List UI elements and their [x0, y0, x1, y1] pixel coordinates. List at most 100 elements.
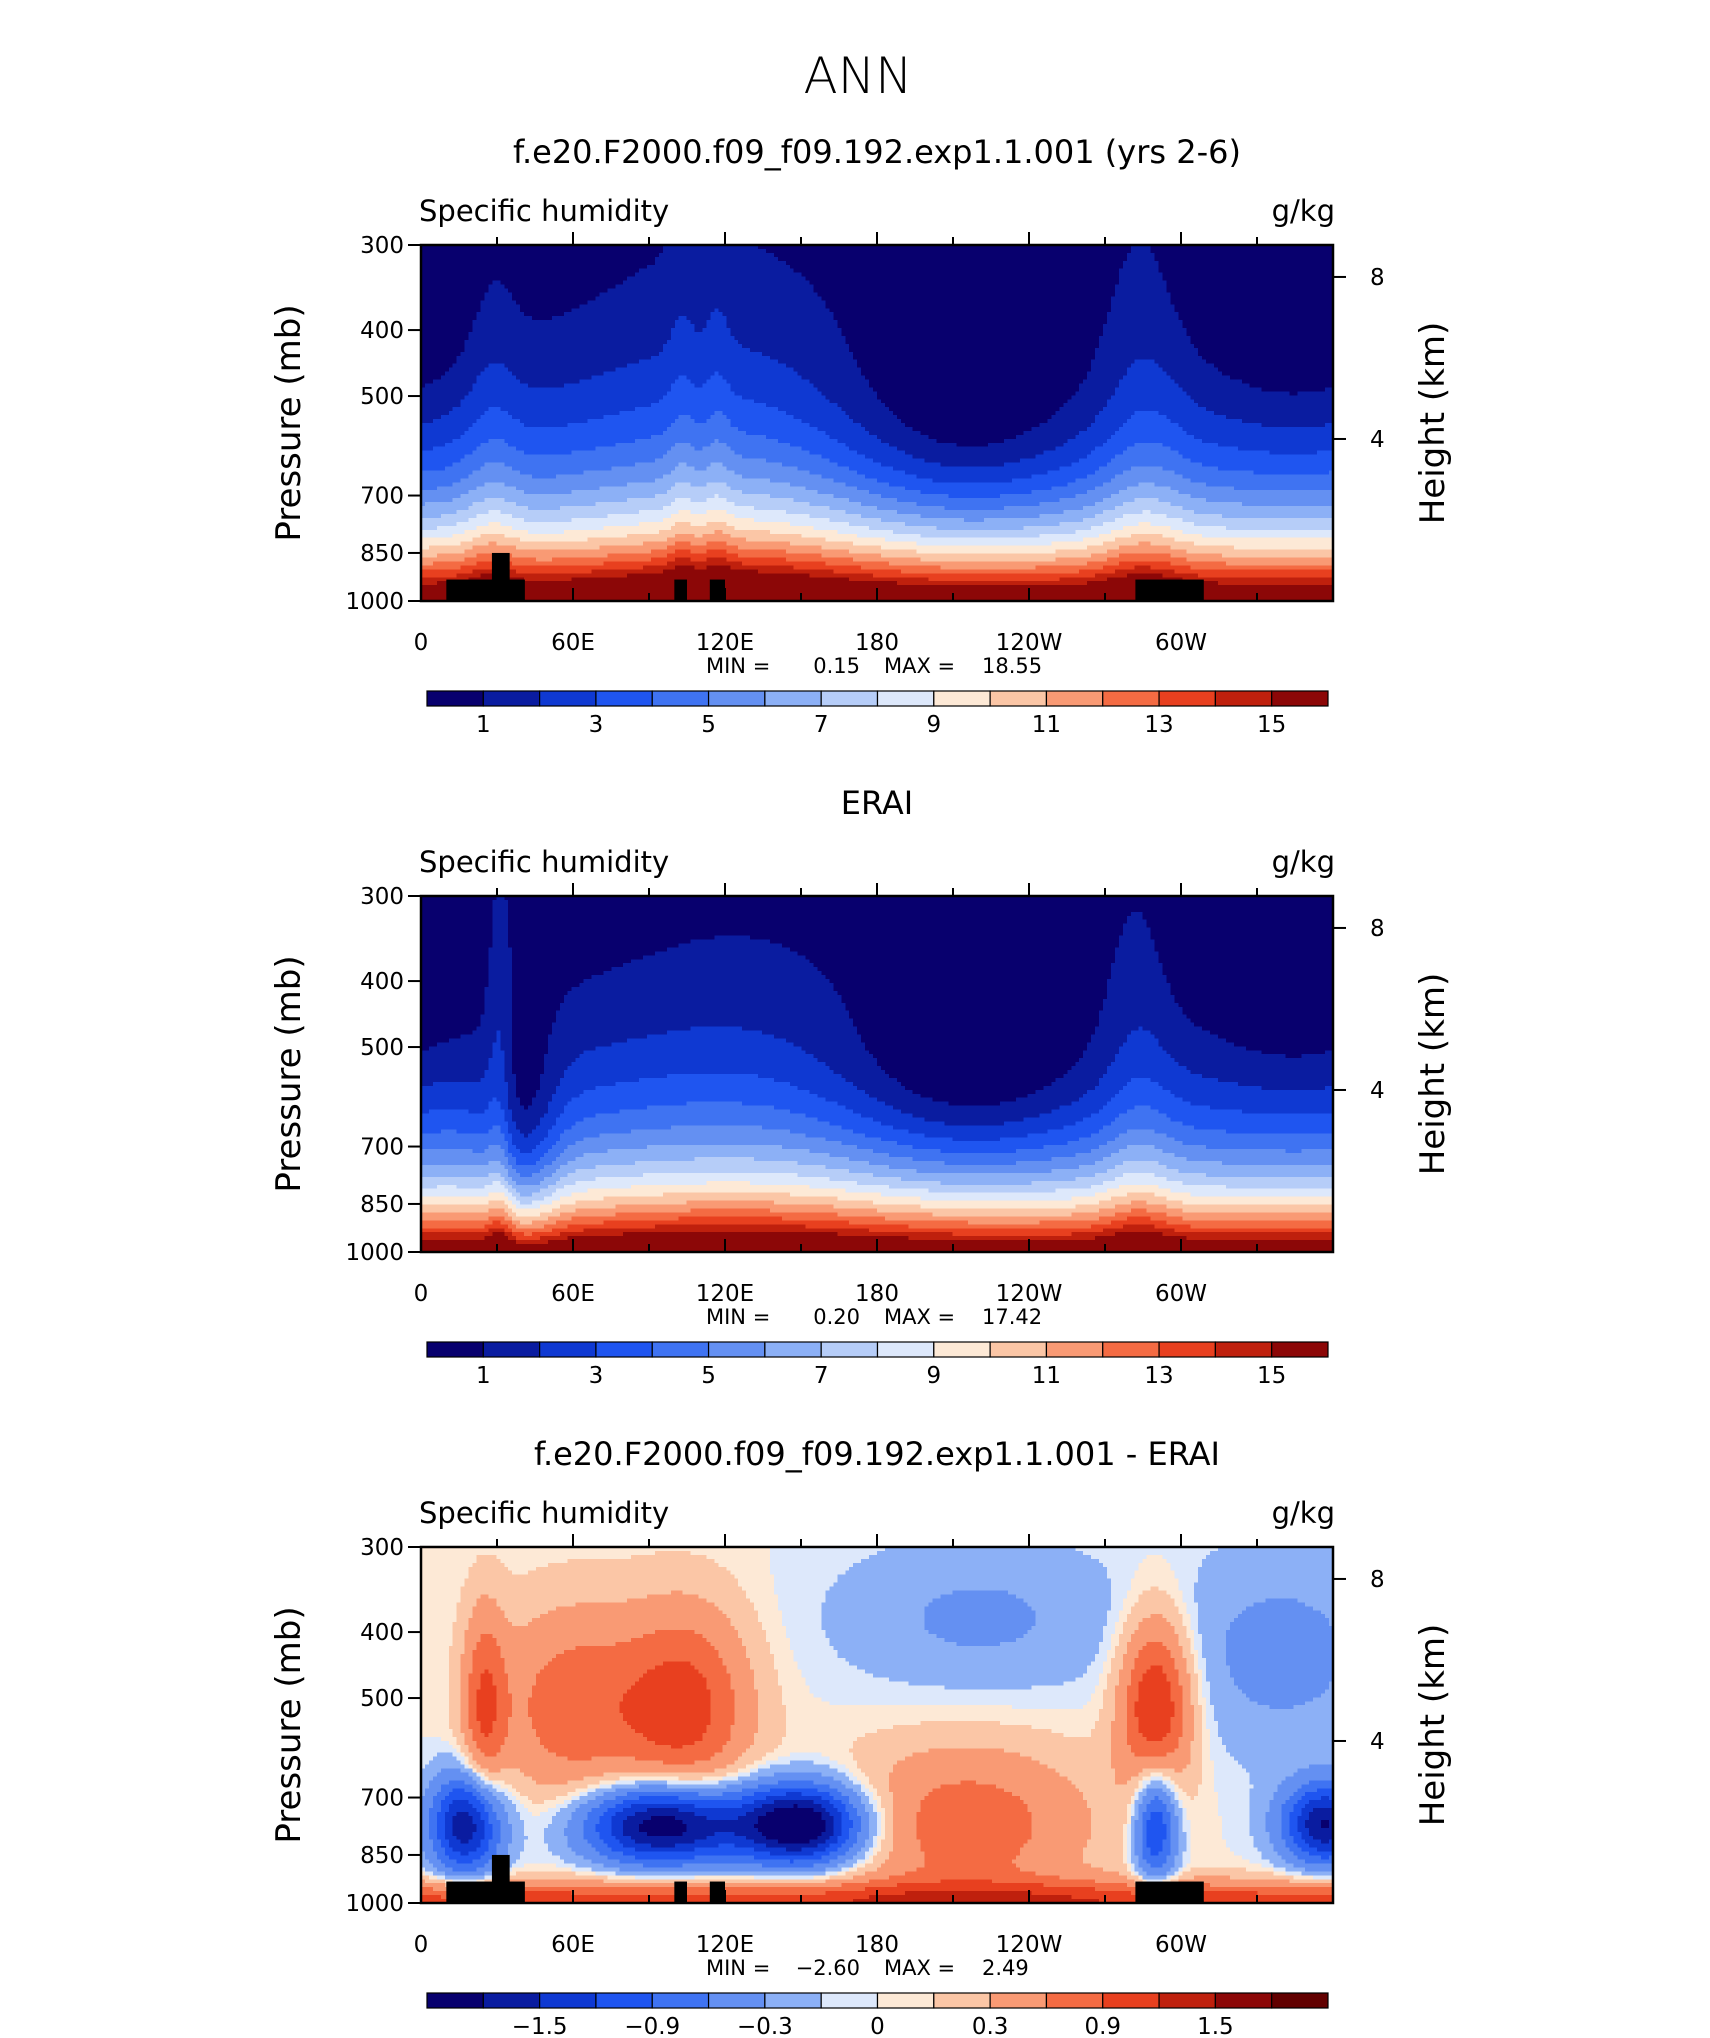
contour-cell — [956, 249, 961, 254]
contour-cell — [1115, 273, 1120, 278]
contour-cell — [433, 249, 438, 254]
contour-cell — [707, 269, 712, 274]
contour-cell — [1071, 257, 1076, 262]
contour-cell — [1095, 269, 1100, 274]
contour-cell — [496, 253, 501, 258]
contour-cell — [1250, 257, 1255, 262]
contour-cell — [1131, 249, 1136, 254]
contour-cell — [1277, 249, 1282, 254]
contour-cell — [1087, 257, 1092, 262]
contour-cell — [1079, 273, 1084, 278]
contour-cell — [1270, 261, 1275, 266]
contour-cell — [599, 249, 604, 254]
contour-cell — [655, 273, 660, 278]
contour-cell — [738, 273, 743, 278]
contour-cell — [500, 253, 505, 258]
contour-cell — [572, 269, 577, 274]
contour-cell — [738, 257, 743, 262]
contour-cell — [1242, 253, 1247, 258]
contour-cell — [1198, 249, 1203, 254]
contour-cell — [1099, 249, 1104, 254]
contour-cell — [1230, 261, 1235, 266]
contour-cell — [461, 253, 466, 258]
contour-cell — [619, 269, 624, 274]
contour-cell — [1170, 265, 1175, 270]
contour-cell — [905, 265, 910, 270]
contour-cell — [952, 273, 957, 278]
contour-cell — [627, 273, 632, 278]
contour-cell — [445, 257, 450, 262]
contour-cell — [639, 257, 644, 262]
contour-cell — [853, 253, 858, 258]
contour-cell — [1222, 265, 1227, 270]
contour-cell — [532, 277, 537, 282]
contour-cell — [500, 257, 505, 262]
contour-cell — [595, 265, 600, 270]
contour-cell — [1194, 257, 1199, 262]
contour-cell — [1186, 257, 1191, 262]
contour-cell — [758, 253, 763, 258]
contour-cell — [1119, 253, 1124, 258]
contour-cell — [885, 249, 890, 254]
contour-cell — [790, 273, 795, 278]
contour-cell — [441, 257, 446, 262]
contour-cell — [524, 249, 529, 254]
contour-cell — [952, 253, 957, 258]
contour-cell — [1321, 249, 1326, 254]
contour-cell — [484, 257, 489, 262]
contour-cell — [552, 253, 557, 258]
contour-cell — [714, 265, 719, 270]
contour-cell — [516, 265, 521, 270]
contour-cell — [786, 249, 791, 254]
contour-cell — [524, 253, 529, 258]
contour-cell — [980, 269, 985, 274]
contour-cell — [1281, 249, 1286, 254]
contour-cell — [1246, 261, 1251, 266]
contour-cell — [944, 253, 949, 258]
contour-cell — [790, 261, 795, 266]
contour-cell — [1301, 265, 1306, 270]
contour-cell — [853, 249, 858, 254]
contour-cell — [492, 249, 497, 254]
contour-cell — [671, 273, 676, 278]
contour-cell — [798, 269, 803, 274]
contour-cell — [461, 261, 466, 266]
contour-cell — [1111, 253, 1116, 258]
contour-cell — [437, 277, 442, 282]
contour-cell — [1270, 273, 1275, 278]
contour-cell — [873, 257, 878, 262]
contour-cell — [643, 253, 648, 258]
contour-cell — [1226, 261, 1231, 266]
contour-cell — [1293, 261, 1298, 266]
contour-cell — [695, 265, 700, 270]
panels-group: f.e20.F2000.f09_f09.192.exp1.1.001 (yrs … — [269, 133, 1453, 2038]
contour-cell — [540, 257, 545, 262]
contour-cell — [1151, 249, 1156, 254]
contour-cell — [1075, 273, 1080, 278]
contour-cell — [710, 265, 715, 270]
contour-cell — [1036, 257, 1041, 262]
contour-cell — [1135, 269, 1140, 274]
contour-cell — [568, 273, 573, 278]
contour-cell — [905, 261, 910, 266]
contour-cell — [1111, 249, 1116, 254]
contour-cell — [540, 273, 545, 278]
contour-cell — [588, 277, 593, 282]
contour-cell — [913, 257, 918, 262]
contour-cell — [659, 261, 664, 266]
contour-cell — [572, 257, 577, 262]
contour-cell — [603, 277, 608, 282]
contour-cell — [560, 253, 565, 258]
contour-cell — [1305, 253, 1310, 258]
contour-cell — [1051, 253, 1056, 258]
contour-cell — [921, 261, 926, 266]
contour-cell — [774, 249, 779, 254]
contour-cell — [1067, 257, 1072, 262]
contour-cell — [1127, 253, 1132, 258]
contour-cell — [1194, 261, 1199, 266]
contour-cell — [683, 269, 688, 274]
contour-cell — [580, 273, 585, 278]
contour-cell — [576, 269, 581, 274]
contour-cell — [829, 253, 834, 258]
contour-cell — [750, 261, 755, 266]
